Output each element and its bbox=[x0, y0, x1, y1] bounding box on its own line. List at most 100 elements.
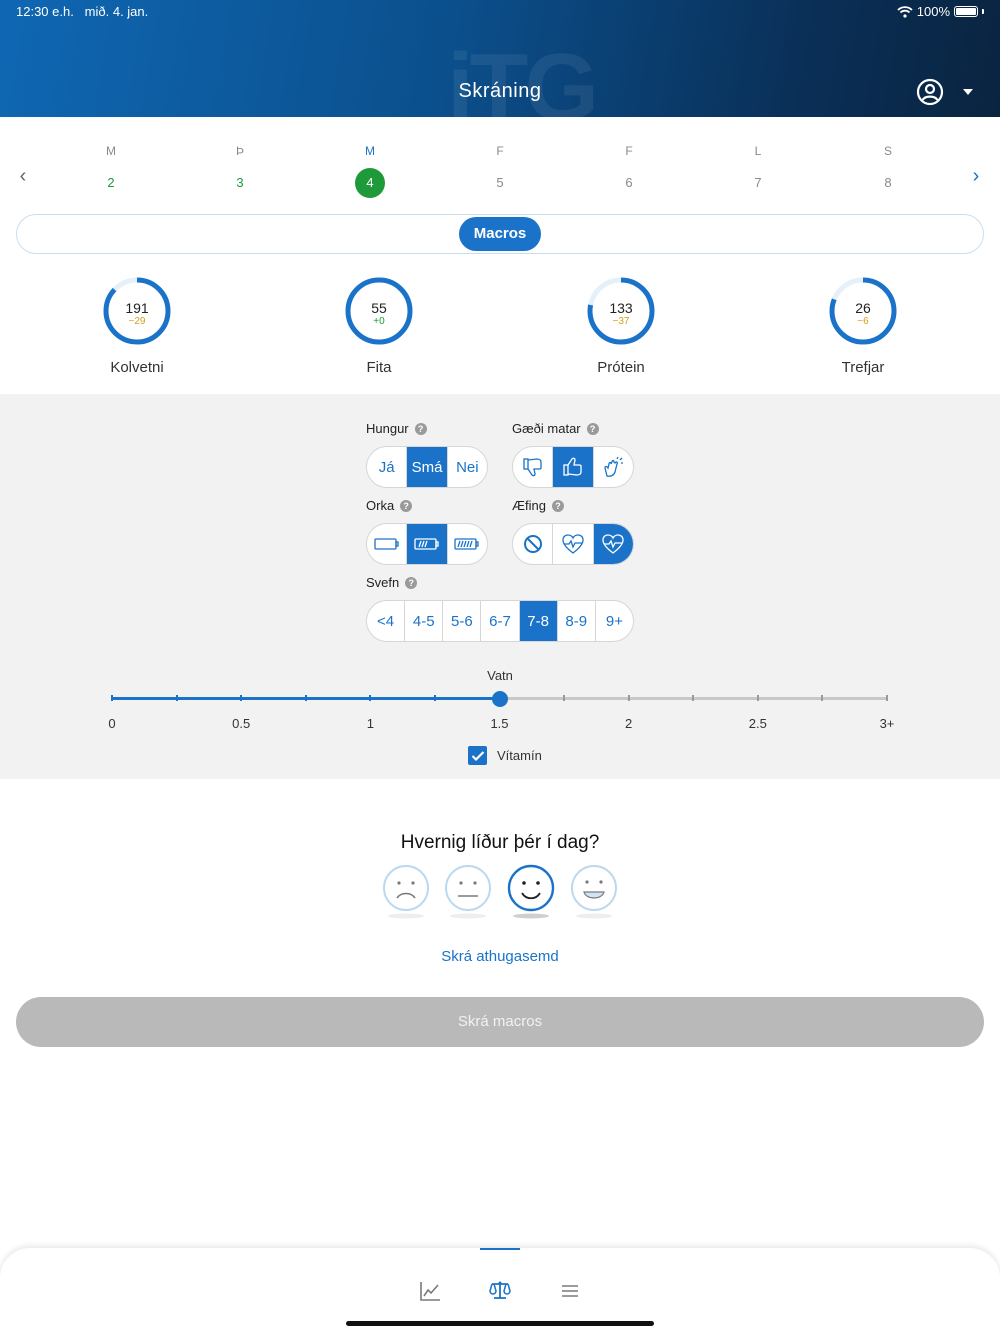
slider-scale-label: 2 bbox=[625, 716, 633, 731]
no-exercise-icon[interactable] bbox=[513, 524, 552, 564]
clapping-hands-icon[interactable] bbox=[592, 447, 633, 487]
account-menu-caret-icon[interactable] bbox=[963, 89, 973, 95]
daily-checkin-panel bbox=[0, 394, 1000, 779]
hunger-option-ja[interactable]: Já bbox=[378, 458, 395, 476]
macro-label: Fita bbox=[366, 359, 392, 376]
macro-label: Kolvetni bbox=[110, 359, 164, 376]
slider-tick bbox=[886, 695, 888, 701]
battery-full-icon[interactable] bbox=[446, 524, 487, 564]
slider-scale-label: 1 bbox=[366, 716, 374, 731]
status-time: 12:30 e.h. bbox=[16, 4, 74, 19]
hunger-label-text: Hungur bbox=[366, 421, 409, 436]
smile-face-icon[interactable] bbox=[507, 864, 555, 920]
water-slider-thumb[interactable] bbox=[491, 691, 508, 707]
hunger-option-sma[interactable]: Smá bbox=[406, 447, 447, 487]
sleep-option[interactable]: <4 bbox=[377, 612, 395, 630]
heart-pulse-outline-icon[interactable] bbox=[552, 524, 592, 564]
sleep-option[interactable]: 5-6 bbox=[442, 601, 480, 641]
scale-icon[interactable] bbox=[489, 1280, 511, 1302]
help-icon[interactable]: ? bbox=[414, 422, 427, 435]
progress-ring-icon bbox=[345, 277, 413, 345]
progress-ring-icon bbox=[103, 277, 171, 345]
exercise-options bbox=[512, 523, 634, 565]
day-letter: S bbox=[883, 144, 892, 158]
slider-tick bbox=[304, 695, 307, 701]
chart-icon[interactable] bbox=[419, 1280, 441, 1302]
heart-pulse-filled-icon[interactable] bbox=[592, 524, 633, 564]
energy-options bbox=[366, 523, 488, 565]
day-letter: F bbox=[625, 144, 633, 158]
page-title: Skráning bbox=[458, 80, 542, 102]
slider-tick bbox=[175, 695, 178, 701]
sleep-option[interactable]: 4-5 bbox=[404, 601, 442, 641]
day-number: 7 bbox=[754, 175, 762, 190]
battery-percent: 100% bbox=[916, 4, 950, 19]
battery-half-icon[interactable] bbox=[406, 524, 447, 564]
hunger-option-nei[interactable]: Nei bbox=[446, 447, 487, 487]
battery-tip bbox=[982, 9, 984, 14]
tab-active-indicator bbox=[480, 1248, 520, 1250]
exercise-label-text: Æfing bbox=[512, 498, 546, 513]
checkmark-icon bbox=[471, 750, 484, 761]
macro-progress-ring: 55 +0 bbox=[344, 276, 414, 346]
macro-2: 55 +0 Fita bbox=[299, 276, 459, 376]
macros-segment-button[interactable]: Macros bbox=[459, 217, 541, 251]
sleep-option[interactable]: 7-8 bbox=[518, 601, 557, 641]
hunger-options: Já Smá Nei bbox=[366, 446, 488, 488]
prev-week-chevron-icon[interactable]: ‹ bbox=[19, 165, 27, 187]
macro-4: 26 −6 Trefjar bbox=[783, 276, 943, 376]
sad-face-icon[interactable] bbox=[382, 864, 430, 920]
sleep-option[interactable]: 9+ bbox=[594, 601, 633, 641]
help-icon[interactable]: ? bbox=[551, 499, 564, 512]
day-letter: Þ bbox=[235, 144, 244, 158]
vitamin-row[interactable]: Vítamín bbox=[468, 746, 542, 765]
account-icon[interactable] bbox=[916, 78, 944, 106]
day-letter: M bbox=[365, 144, 375, 158]
macro-progress-ring: 133 −37 bbox=[586, 276, 656, 346]
menu-icon[interactable] bbox=[559, 1280, 581, 1302]
progress-ring-icon bbox=[829, 277, 897, 345]
hunger-label: Hungur ? bbox=[366, 421, 427, 436]
macro-diff: +0 bbox=[373, 316, 385, 327]
sleep-option[interactable]: 8-9 bbox=[556, 601, 595, 641]
day-letter: M bbox=[106, 144, 116, 158]
macro-diff: −29 bbox=[128, 316, 146, 327]
slider-scale-label: 2.5 bbox=[748, 716, 767, 731]
help-icon[interactable]: ? bbox=[400, 499, 413, 512]
next-week-chevron-icon[interactable]: › bbox=[972, 165, 980, 187]
slider-scale-label: 3+ bbox=[879, 716, 895, 731]
day-number: 3 bbox=[236, 175, 244, 190]
thumbs-down-icon[interactable] bbox=[513, 447, 552, 487]
submit-macros-button[interactable]: Skrá macros bbox=[16, 997, 984, 1047]
battery-empty-icon[interactable] bbox=[367, 524, 406, 564]
sleep-label: Svefn ? bbox=[366, 575, 418, 590]
macro-diff: −6 bbox=[857, 316, 869, 327]
add-note-link[interactable]: Skrá athugasemd bbox=[441, 948, 559, 965]
neutral-face-icon[interactable] bbox=[444, 864, 492, 920]
sleep-option[interactable]: 6-7 bbox=[480, 601, 518, 641]
day-letter: F bbox=[496, 144, 504, 158]
vitamin-checkbox[interactable] bbox=[468, 746, 487, 765]
food-quality-label: Gæði matar ? bbox=[512, 421, 599, 436]
slider-tick bbox=[240, 695, 243, 701]
thumbs-up-icon[interactable] bbox=[552, 447, 593, 487]
happy-face-icon[interactable] bbox=[570, 864, 618, 920]
day-number: 8 bbox=[884, 175, 892, 190]
slider-tick bbox=[821, 695, 824, 701]
macro-diff: −37 bbox=[612, 316, 630, 327]
macro-progress-ring: 191 −29 bbox=[102, 276, 172, 346]
macro-value: 133 bbox=[609, 300, 633, 316]
status-indicators: 100% bbox=[897, 4, 984, 19]
slider-scale-label: 0.5 bbox=[232, 716, 251, 731]
day-letter: L bbox=[754, 144, 762, 158]
help-icon[interactable]: ? bbox=[586, 422, 599, 435]
slider-scale-label: 0 bbox=[108, 716, 116, 731]
help-icon[interactable]: ? bbox=[405, 576, 418, 589]
